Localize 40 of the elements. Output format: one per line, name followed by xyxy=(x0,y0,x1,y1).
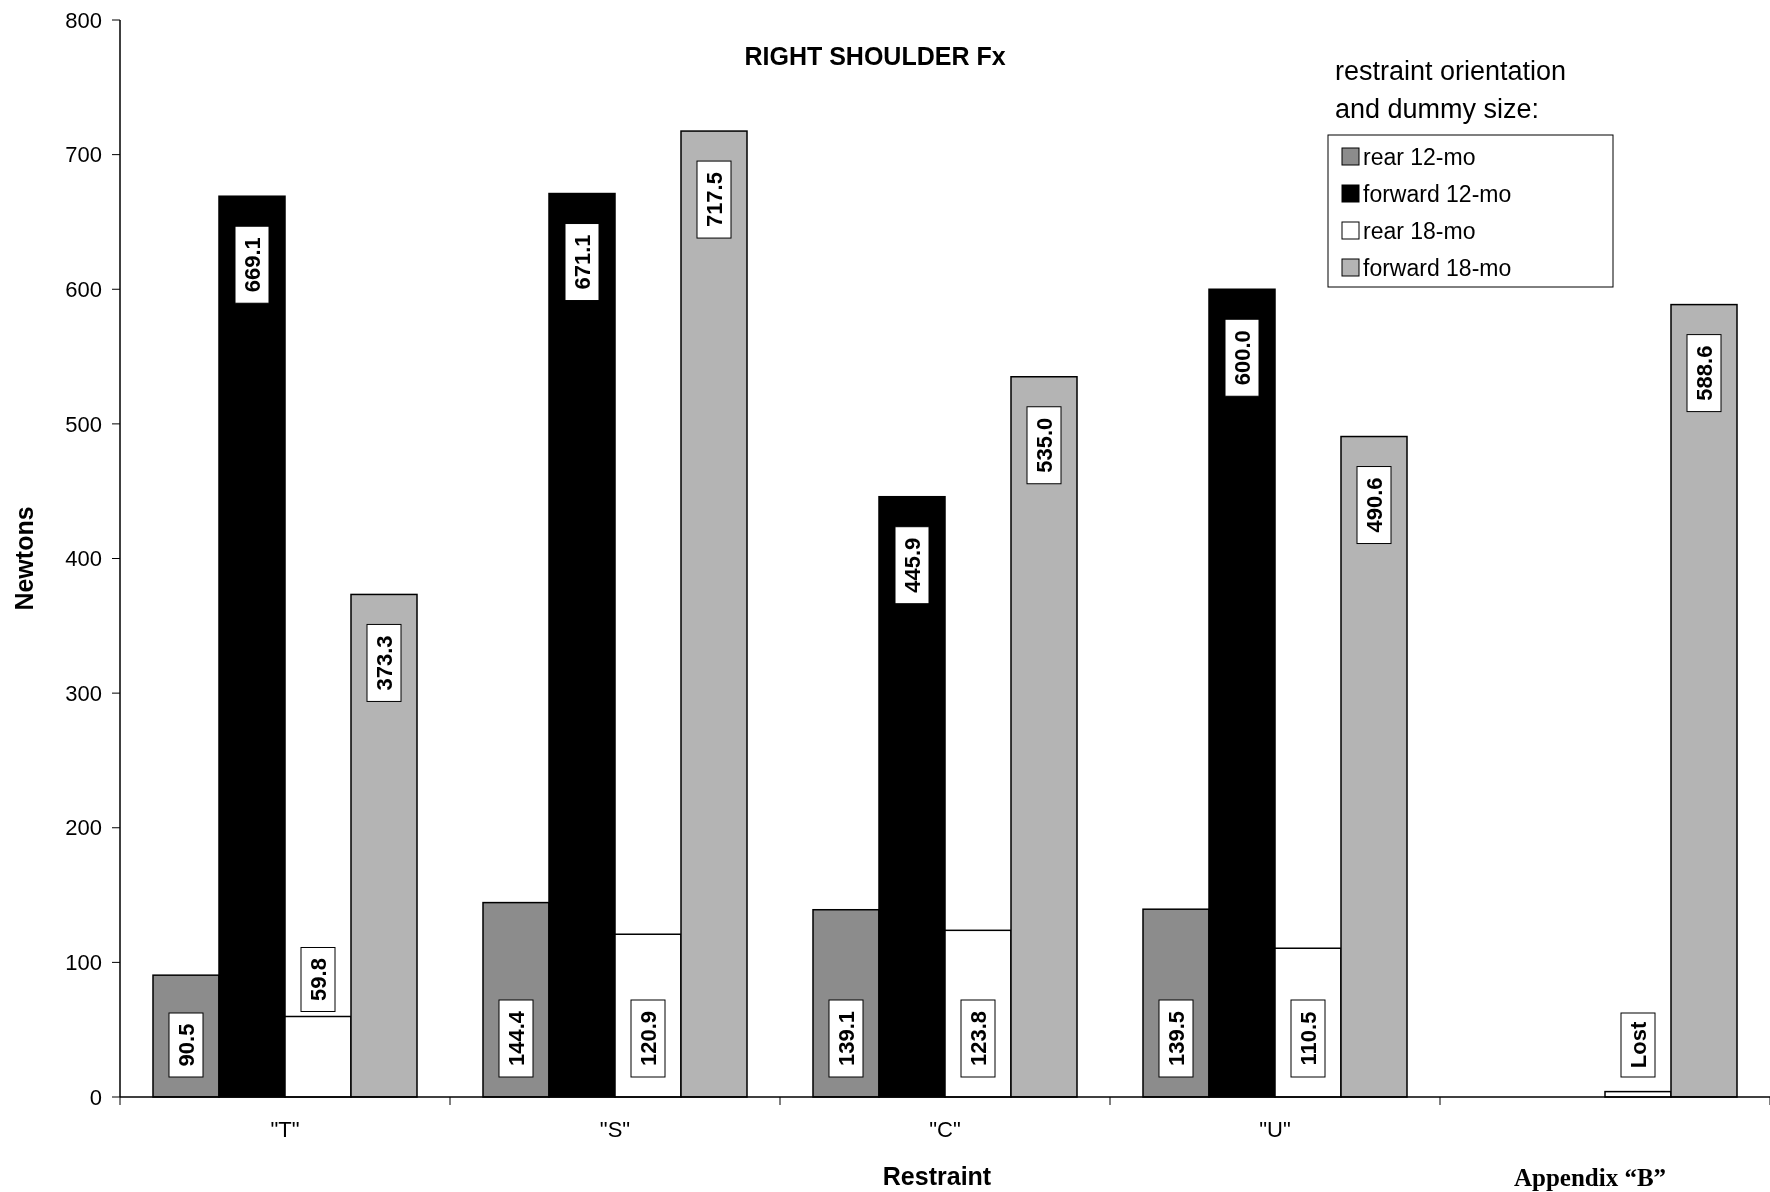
data-label: 59.8 xyxy=(305,958,331,1001)
y-tick-label: 400 xyxy=(65,546,102,572)
data-label: 90.5 xyxy=(173,1023,199,1067)
data-label: 588.6 xyxy=(1691,345,1717,401)
data-label: 144.4 xyxy=(503,1010,529,1067)
y-tick-label: 200 xyxy=(65,815,102,841)
data-label: 717.5 xyxy=(701,172,727,228)
x-axis-title: Restraint xyxy=(882,1162,992,1190)
data-label: 671.1 xyxy=(569,234,595,290)
legend-label: forward 12-mo xyxy=(1363,181,1512,208)
data-label: 669.1 xyxy=(239,237,265,293)
data-label: 139.5 xyxy=(1163,1010,1189,1067)
legend-label: forward 18-mo xyxy=(1363,255,1512,282)
y-axis-title: Newtons xyxy=(10,506,38,611)
y-tick-label: 100 xyxy=(65,950,102,976)
legend-label: rear 18-mo xyxy=(1363,218,1476,245)
data-label: 373.3 xyxy=(371,635,397,691)
y-tick-label: 700 xyxy=(65,142,102,168)
data-label: Lost xyxy=(1625,1021,1651,1069)
data-label: 445.9 xyxy=(899,537,925,593)
text: Appendix “B” xyxy=(1513,1164,1667,1191)
x-tick-label: "U" xyxy=(1259,1117,1291,1142)
y-tick-label: 600 xyxy=(65,276,102,302)
data-label: 123.8 xyxy=(965,1010,991,1067)
y-tick-label: 0 xyxy=(89,1084,102,1110)
y-tick-label: 800 xyxy=(65,7,102,33)
legend-label: rear 12-mo xyxy=(1363,144,1476,171)
y-tick-label: 500 xyxy=(65,411,102,437)
data-label: 110.5 xyxy=(1295,1011,1321,1066)
x-tick-label: "C" xyxy=(929,1117,961,1142)
legend-title: restraint orientation and dummy size: xyxy=(1335,56,1567,124)
y-tick-label: 300 xyxy=(65,680,102,706)
x-tick-label: "T" xyxy=(270,1117,300,1142)
data-label: 535.0 xyxy=(1031,417,1057,473)
x-tick-label: "S" xyxy=(599,1117,631,1142)
data-label: 120.9 xyxy=(635,1010,661,1067)
text: RIGHT SHOULDER Fx xyxy=(744,42,1006,70)
data-label: 600.0 xyxy=(1229,330,1255,386)
data-label: 139.1 xyxy=(833,1010,859,1067)
data-label: 490.6 xyxy=(1361,477,1387,533)
